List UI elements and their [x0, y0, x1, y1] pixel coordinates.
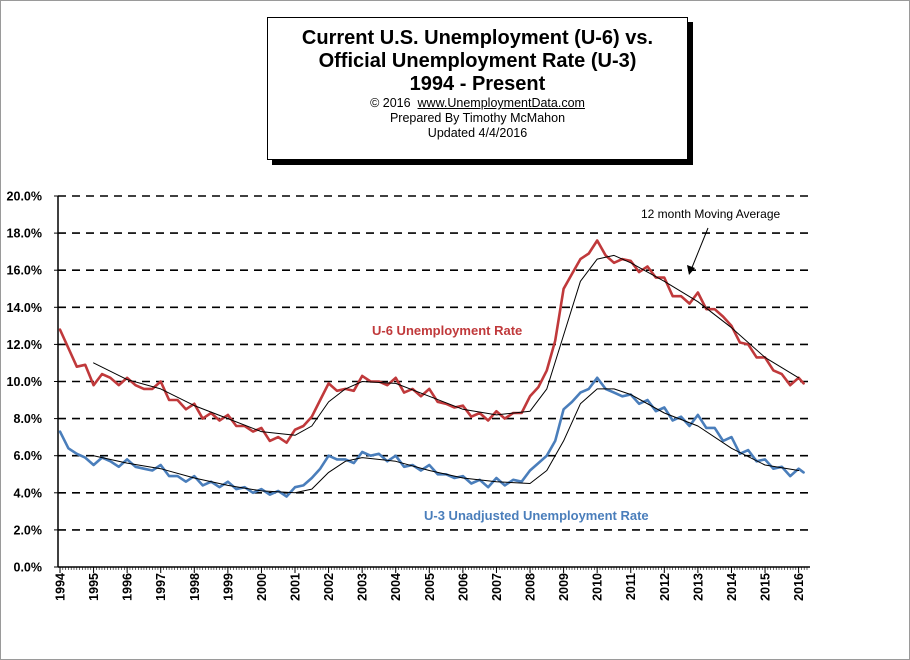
source-link[interactable]: www.UnemploymentData.com — [417, 96, 585, 110]
x-tick-label: 2002 — [322, 573, 336, 601]
x-tick-label: 1999 — [221, 573, 235, 601]
x-tick-label: 2015 — [759, 573, 773, 601]
u6-series-line — [58, 239, 805, 445]
y-tick-label: 20.0% — [7, 190, 42, 204]
u3-series-line — [58, 376, 805, 498]
x-tick-label: 2003 — [356, 573, 370, 601]
x-tick-label: 2004 — [389, 573, 403, 601]
y-tick-label: 16.0% — [7, 264, 42, 278]
x-tick-label: 1994 — [54, 573, 68, 601]
x-tick-label: 1995 — [87, 573, 101, 601]
u6-annotation: U-6 Unemployment Rate — [372, 323, 522, 338]
x-tick-label: 2011 — [624, 573, 638, 600]
moving-average-line — [93, 254, 800, 436]
x-tick-label: 2016 — [792, 573, 806, 601]
x-tick-label: 2014 — [725, 573, 739, 601]
copyright-text: © 2016 — [370, 96, 411, 110]
y-tick-label: 8.0% — [14, 412, 43, 426]
x-tick-label: 2010 — [591, 573, 605, 601]
chart-title-box: Current U.S. Unemployment (U-6) vs. Offi… — [267, 17, 688, 160]
y-tick-label: 10.0% — [7, 375, 42, 389]
y-tick-label: 6.0% — [14, 449, 43, 463]
y-tick-label: 0.0% — [14, 561, 43, 575]
x-tick-label: 2007 — [490, 573, 504, 601]
x-tick-label: 1997 — [154, 573, 168, 601]
annotation-arrowhead — [687, 265, 695, 275]
x-tick-label: 2006 — [456, 573, 470, 601]
x-tick-label: 1996 — [121, 573, 135, 601]
x-tick-label: 2013 — [691, 573, 705, 601]
y-tick-label: 4.0% — [14, 486, 43, 500]
chart-title-line2: Official Unemployment Rate (U-3) — [318, 50, 637, 72]
annotation-arrow — [690, 227, 709, 271]
x-tick-label: 2012 — [658, 573, 672, 601]
x-tick-label: 2009 — [557, 573, 571, 601]
x-tick-label: 2001 — [289, 573, 303, 601]
x-tick-label: 1998 — [188, 573, 202, 601]
chart-title-line3: 1994 - Present — [409, 73, 546, 95]
updated-date: Updated 4/4/2016 — [427, 126, 528, 140]
chart-title-line1: Current U.S. Unemployment (U-6) vs. — [301, 27, 654, 49]
u3-annotation: U-3 Unadjusted Unemployment Rate — [424, 508, 649, 523]
moving-average-line — [93, 388, 800, 494]
y-tick-label: 18.0% — [7, 227, 42, 241]
moving-average-annotation: 12 month Moving Average — [641, 207, 781, 221]
y-tick-label: 12.0% — [7, 338, 42, 352]
x-tick-label: 2005 — [423, 573, 437, 601]
x-tick-label: 2008 — [524, 573, 538, 601]
prepared-by: Prepared By Timothy McMahon — [389, 111, 566, 125]
copyright-line: © 2016 www.UnemploymentData.com — [268, 96, 687, 111]
x-tick-label: 2000 — [255, 573, 269, 601]
y-tick-label: 2.0% — [14, 523, 43, 537]
y-tick-label: 14.0% — [7, 301, 42, 315]
